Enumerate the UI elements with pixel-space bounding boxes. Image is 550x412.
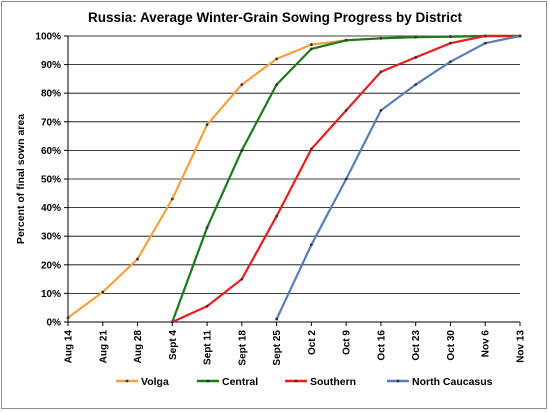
data-point-central bbox=[205, 226, 209, 230]
x-tick-label: Oct 23 bbox=[411, 330, 422, 361]
series-line-north-caucasus bbox=[275, 34, 521, 320]
data-point-central bbox=[309, 47, 313, 51]
series-line-volga bbox=[67, 34, 520, 319]
data-point-southern bbox=[344, 108, 348, 112]
data-point-north-caucasus bbox=[309, 243, 313, 247]
y-tick-label: 70% bbox=[41, 117, 61, 128]
y-axis-label: Percent of final sown area bbox=[15, 114, 27, 244]
y-tick-label: 100% bbox=[35, 32, 61, 43]
x-tick-label: Oct 9 bbox=[342, 330, 353, 355]
data-point-southern bbox=[379, 70, 383, 74]
legend-marker-southern bbox=[294, 379, 298, 383]
x-tick-label: Sept 18 bbox=[237, 330, 248, 366]
y-tick-label: 60% bbox=[41, 146, 61, 157]
gridlines bbox=[68, 35, 520, 294]
y-tick-label: 80% bbox=[41, 89, 61, 100]
legend-marker-volga bbox=[125, 379, 129, 383]
data-point-central bbox=[379, 36, 383, 40]
y-tick-label: 0% bbox=[47, 318, 62, 329]
data-point-volga bbox=[136, 257, 139, 261]
x-tick-label: Aug 14 bbox=[64, 330, 75, 364]
legend-marker-north-caucasus bbox=[396, 379, 400, 383]
data-point-southern bbox=[240, 277, 244, 281]
legend-marker-central bbox=[206, 379, 210, 383]
data-point-southern bbox=[414, 56, 418, 59]
data-point-volga bbox=[170, 197, 174, 201]
axes bbox=[64, 35, 521, 326]
y-tick-label: 10% bbox=[41, 289, 61, 300]
series-lines bbox=[66, 34, 522, 324]
data-point-central bbox=[414, 35, 418, 39]
data-point-southern bbox=[275, 214, 279, 218]
chart-title: Russia: Average Winter-Grain Sowing Prog… bbox=[88, 10, 462, 25]
x-tick-label: Oct 16 bbox=[376, 330, 387, 361]
y-tick-label: 50% bbox=[41, 175, 61, 186]
x-tick-label: Sept 25 bbox=[272, 330, 283, 366]
legend-label-volga: Volga bbox=[141, 376, 169, 388]
data-point-volga bbox=[275, 57, 279, 61]
x-tick-labels: Aug 14 Aug 21 Aug 28 Sept 4 Sept 11 Sept 18 Se… bbox=[64, 330, 527, 366]
data-point-north-caucasus bbox=[518, 34, 522, 38]
data-point-north-caucasus bbox=[275, 317, 279, 321]
legend-label-southern: Southern bbox=[310, 376, 356, 388]
x-tick-label: Nov 13 bbox=[516, 330, 527, 363]
data-point-volga bbox=[205, 123, 209, 127]
x-tick-label: Nov 6 bbox=[481, 330, 492, 358]
data-point-southern bbox=[170, 320, 174, 324]
y-tick-label: 20% bbox=[41, 260, 61, 271]
legend-label-central: Central bbox=[222, 376, 258, 388]
data-point-southern bbox=[449, 41, 452, 45]
data-point-volga bbox=[101, 290, 105, 294]
data-point-central bbox=[275, 83, 279, 87]
data-point-north-caucasus bbox=[449, 60, 452, 64]
data-point-central bbox=[240, 149, 244, 152]
data-point-central bbox=[449, 35, 452, 38]
data-point-volga bbox=[240, 83, 244, 87]
x-tick-label: Oct 30 bbox=[446, 330, 457, 361]
x-tick-label: Aug 21 bbox=[98, 330, 109, 364]
data-point-north-caucasus bbox=[379, 108, 383, 112]
data-point-southern bbox=[309, 147, 313, 151]
data-point-volga bbox=[66, 316, 70, 320]
x-tick-label: Aug 28 bbox=[133, 330, 144, 364]
y-tick-labels: 0% 10% 20% 30% 40% 50% 60% 70% 80% 90% 100% bbox=[35, 32, 61, 329]
legend: Volga Central Southern North Caucasus bbox=[116, 376, 493, 388]
x-tick-label: Oct 2 bbox=[307, 330, 318, 355]
data-point-north-caucasus bbox=[414, 83, 418, 87]
data-point-southern bbox=[205, 304, 209, 308]
legend-label-north-caucasus: North Caucasus bbox=[412, 376, 493, 388]
data-point-southern bbox=[483, 34, 487, 38]
y-tick-label: 40% bbox=[41, 203, 61, 214]
data-point-north-caucasus bbox=[344, 177, 348, 181]
data-point-central bbox=[344, 38, 348, 42]
y-tick-label: 30% bbox=[41, 232, 61, 243]
data-point-volga bbox=[309, 43, 313, 46]
x-tick-label: Sept 11 bbox=[203, 330, 214, 365]
y-tick-label: 90% bbox=[41, 60, 61, 71]
x-tick-label: Sept 4 bbox=[168, 330, 179, 360]
data-point-north-caucasus bbox=[483, 41, 487, 45]
